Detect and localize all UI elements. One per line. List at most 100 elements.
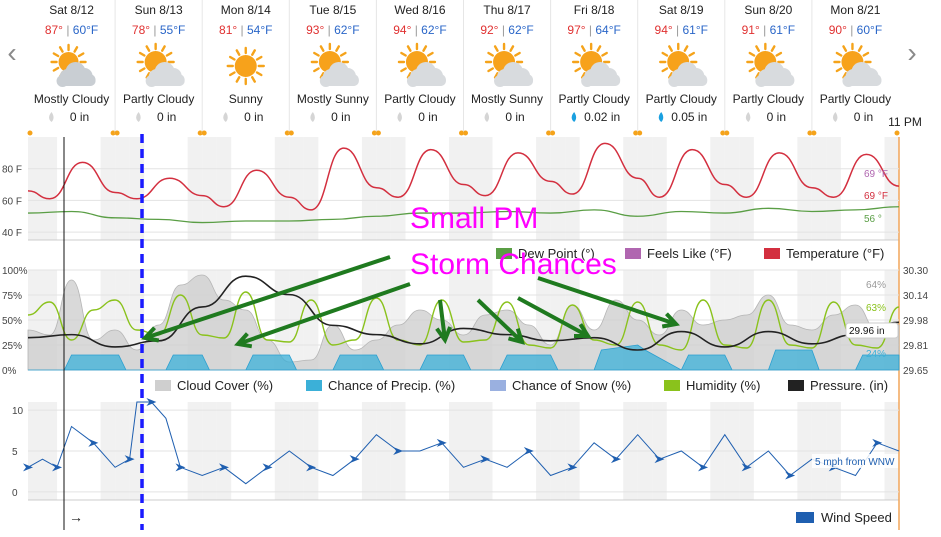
- wind-direction-arrow-icon: [480, 455, 491, 464]
- sun-ray: [427, 51, 434, 57]
- annotation-arrow: [144, 255, 391, 340]
- night-band: [811, 137, 827, 240]
- day-date: Mon 8/21: [830, 3, 880, 17]
- sun-ray: [138, 67, 146, 73]
- arrow-head-icon: [661, 312, 680, 329]
- raindrop-icon: [658, 112, 664, 122]
- sun-ray: [145, 72, 151, 79]
- annotation-arrow: [537, 276, 677, 326]
- sun-ray: [668, 45, 673, 52]
- next-arrow-icon[interactable]: ›: [907, 37, 916, 68]
- night-band: [28, 137, 43, 240]
- pressure-tick-label: 30.14: [903, 291, 928, 302]
- sun-ray: [661, 51, 669, 57]
- sun-ray: [755, 45, 761, 52]
- day-date: Sun 8/13: [135, 3, 183, 17]
- sun-ray: [748, 51, 756, 57]
- legend-label: Pressure. (in): [810, 378, 888, 393]
- y-tick-label: 60 F: [2, 196, 22, 207]
- cloud-base: [57, 76, 96, 86]
- sun-ray: [319, 45, 325, 52]
- precip-amount: 0.05 in: [671, 110, 707, 124]
- y-tick-label: 5: [12, 447, 18, 458]
- humidity-line: [27, 291, 900, 351]
- legend-swatch: [496, 248, 512, 259]
- sun-ray: [574, 51, 582, 57]
- hi-lo-temps: 78° | 55°F: [132, 23, 185, 37]
- wind-direction-arrow-icon: [872, 438, 883, 447]
- condition-label: Sunny: [229, 92, 263, 106]
- sun-marker-icon: [201, 130, 207, 136]
- condition-label: Mostly Sunny: [297, 92, 369, 106]
- condition-label: Partly Cloudy: [384, 92, 455, 106]
- night-band: [289, 137, 304, 240]
- wind-direction-arrow-icon: [52, 463, 63, 472]
- dew-point-line: [27, 206, 900, 224]
- pressure-tooltip-box: [845, 322, 899, 339]
- day-date: Sat 8/19: [659, 3, 704, 17]
- dry-drop-icon: [223, 112, 228, 122]
- y-tick-label: 10: [12, 406, 24, 417]
- sun-ray: [842, 72, 848, 79]
- y-tick-label: 80 F: [2, 165, 22, 176]
- legend-swatch: [796, 512, 814, 523]
- sun-ray: [661, 67, 669, 73]
- sun-marker-icon: [894, 130, 900, 136]
- day-column: Fri 8/18 97° | 64°F Partly Cloudy 0.02 in: [550, 0, 639, 136]
- wind-direction-arrow-icon: [124, 455, 135, 464]
- legend-label: Feels Like (°F): [647, 246, 732, 261]
- legend-label: Chance of Precip. (%): [328, 378, 455, 393]
- night-band: [376, 137, 391, 240]
- night-band: [303, 137, 319, 240]
- y-tick-label: 0%: [2, 366, 17, 377]
- annotation-subtitle: Storm Chances: [410, 248, 617, 281]
- sun-marker-icon: [550, 130, 556, 136]
- dry-drop-icon: [832, 112, 838, 122]
- night-band: [274, 137, 290, 240]
- sun-marker-icon: [110, 130, 116, 136]
- sun-ray: [835, 67, 843, 73]
- legend-label: Dew Point (°): [518, 246, 595, 261]
- low-temp: 61°F: [770, 23, 795, 37]
- cloud-base: [756, 76, 795, 86]
- night-band: [724, 137, 740, 240]
- sun-ray: [509, 45, 515, 52]
- wind-direction-arrow-icon: [654, 455, 665, 464]
- sun-marker-icon: [633, 130, 639, 136]
- sun-ray: [835, 51, 843, 57]
- wind-direction-arrow-icon: [218, 463, 229, 472]
- sun-disc: [234, 55, 257, 77]
- dry-drop-icon: [136, 112, 141, 122]
- legend-swatch: [764, 248, 780, 259]
- sun-ray: [52, 66, 60, 72]
- sun-ray: [493, 72, 499, 79]
- hi-lo-temps: 92° | 62°F: [480, 23, 533, 37]
- sun-ray: [862, 51, 870, 57]
- hi-lo-temps: 87° | 60°F: [45, 23, 98, 37]
- day-column: Mon 8/14 81° | 54°F Sunny 0 in: [201, 0, 290, 136]
- sun-ray: [580, 72, 586, 79]
- pressure-line: [27, 275, 900, 351]
- sun-ray: [255, 71, 263, 77]
- prev-arrow-icon[interactable]: ‹: [7, 37, 16, 68]
- day-date: Sat 8/12: [49, 3, 94, 17]
- day-column: Mon 8/21 90° | 60°F Partly Cloudy 0 in: [811, 0, 900, 136]
- sun-ray: [313, 51, 320, 57]
- wind-direction-arrow-icon: [393, 447, 404, 455]
- hi-lo-temps: 94° | 62°F: [393, 23, 446, 37]
- sun-ray: [683, 45, 689, 52]
- precip-amount: 0.02 in: [584, 110, 620, 124]
- night-band: [100, 137, 116, 240]
- night-band: [478, 137, 493, 240]
- sun-ray: [748, 67, 756, 73]
- arrow-head-icon: [141, 326, 160, 343]
- night-band: [565, 137, 580, 240]
- sun-ray: [73, 46, 79, 53]
- wind-direction-arrow-icon: [349, 455, 360, 464]
- wind-direction-arrow-icon: [262, 463, 273, 472]
- sun-marker-icon: [724, 130, 730, 136]
- precip-amount: 0 in: [418, 110, 437, 124]
- day-date: Mon 8/14: [221, 3, 271, 17]
- high-temp: 81°: [219, 23, 237, 37]
- y-tick-label: 25%: [2, 341, 22, 352]
